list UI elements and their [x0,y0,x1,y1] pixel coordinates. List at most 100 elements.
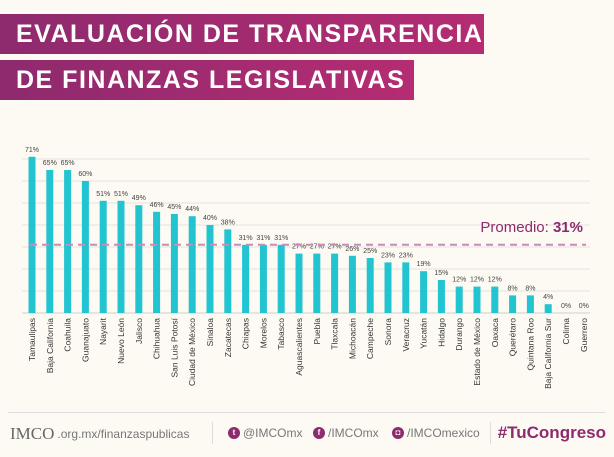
category-label: Nuevo León [116,318,126,364]
bar [526,295,534,313]
bar [509,295,517,313]
data-label: 65% [43,160,57,167]
bar [259,244,267,313]
category-label: Quintana Roo [525,318,535,371]
category-label: Campeche [365,318,375,359]
category-label: Chiapas [241,318,251,349]
data-label: 31% [256,235,270,242]
bar [437,280,445,313]
category-label: Oaxaca [490,318,500,348]
data-label: 23% [399,252,413,259]
category-label: Aguascalientes [294,318,304,376]
data-label: 12% [488,277,502,284]
twitter-link[interactable]: t @IMCOmx [228,426,303,440]
category-label: Guerrero [579,318,589,352]
bar [46,170,54,313]
data-label: 8% [525,285,535,292]
bar [331,253,339,313]
instagram-handle: /IMCOmexico [407,426,480,440]
data-label: 45% [167,204,181,211]
category-label: Tabasco [276,318,286,350]
bar [348,255,356,313]
data-label: 23% [381,252,395,259]
data-label: 27% [292,244,306,251]
bar [313,253,321,313]
category-label: Zacatecas [223,318,233,357]
data-label: 27% [328,244,342,251]
data-label: 0% [561,303,571,310]
bar [455,286,463,313]
category-label: Querétaro [508,318,518,357]
data-label: 25% [363,248,377,255]
bar-chart: 71%65% 65%60%51% 51%49%46% 45% 44%40%38%31% 3… [22,147,590,389]
bar [206,225,214,313]
category-label: Estado de México [472,318,482,386]
data-label: 40% [203,215,217,222]
category-label: Chihuahua [152,318,162,359]
category-label: Jalisco [134,318,144,344]
bar [544,304,552,313]
bar [402,262,410,313]
facebook-icon: f [313,427,325,439]
title-line-1: EVALUACIÓN DE TRANSPARENCIA [0,14,484,54]
bar [28,156,36,313]
category-label: Tlaxcala [330,318,340,350]
data-label: 44% [185,206,199,213]
data-label: 8% [508,285,518,292]
bar [224,229,232,313]
data-label: 46% [150,202,164,209]
category-label: Baja California Sur [543,318,553,389]
site-url: .org.mx/finanzaspublicas [57,427,190,441]
bar [99,200,107,313]
category-label: Puebla [312,318,322,345]
data-label: 51% [114,191,128,198]
bar [366,258,374,313]
instagram-link[interactable]: ◘/IMCOmexico [392,426,480,440]
data-label: 31% [274,235,288,242]
bar [473,286,481,313]
bar [242,244,250,313]
bar [491,286,499,313]
title-line-2: DE FINANZAS LEGISLATIVAS [0,60,414,100]
bar [295,253,303,313]
twitter-handle: @IMCOmx [243,426,303,440]
bar [81,181,89,313]
category-label: Sonora [383,318,393,346]
category-label: Baja California [45,318,55,374]
data-label: 71% [25,147,39,154]
data-label: 49% [132,195,146,202]
instagram-icon: ◘ [392,427,404,439]
average-label: Promedio: 31% [480,219,583,236]
category-label: Guanajuato [80,318,90,362]
bar [64,170,72,313]
twitter-icon: t [228,427,240,439]
data-label: 0% [579,303,589,310]
category-label: Yucatán [419,318,429,349]
data-label: 65% [61,160,75,167]
data-label: 31% [239,235,253,242]
bar [420,271,428,313]
bar [153,211,161,313]
category-label: Sinaloa [205,318,215,347]
hashtag: #TuCongreso [497,423,606,442]
bar [170,214,178,313]
category-label: Tamaulipas [27,318,37,361]
facebook-handle: /IMCOmx [328,426,379,440]
bar [277,244,285,313]
data-label: 4% [543,294,553,301]
imco-logo: IMCO [10,424,55,443]
data-label: 38% [221,219,235,226]
category-label: Durango [454,318,464,351]
category-label: Ciudad de México [187,318,197,386]
imco-link[interactable]: IMCO .org.mx/finanzaspublicas [10,424,189,444]
category-label: Colima [561,318,571,345]
data-label: 12% [470,277,484,284]
category-label: Nayarit [98,317,108,345]
bar [188,216,196,313]
data-label: 51% [96,191,110,198]
data-label: 26% [345,246,359,253]
data-label: 60% [78,171,92,178]
facebook-link[interactable]: f/IMCOmx [313,426,379,440]
category-label: Coahuila [63,318,73,352]
footer: IMCO .org.mx/finanzaspublicas t @IMCOmx f /… [0,412,614,457]
